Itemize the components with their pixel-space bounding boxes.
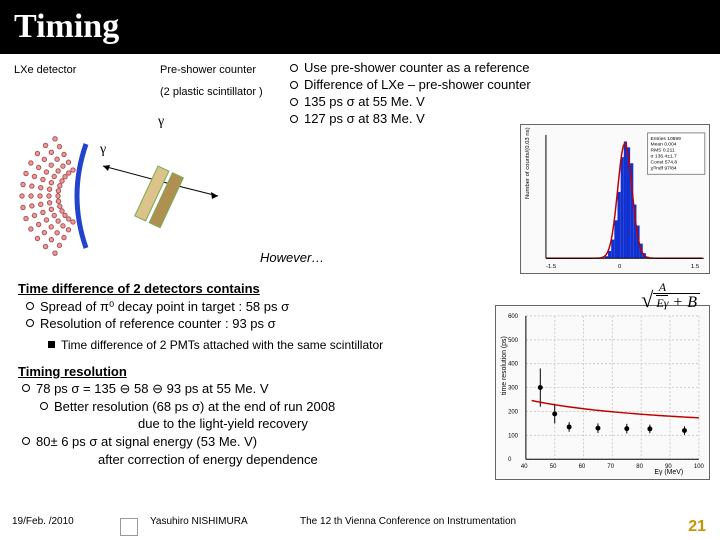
- curve-xlabel: Eγ (MeV): [654, 469, 683, 476]
- upper-region: LXe detector Pre-shower counter (2 plast…: [0, 54, 720, 264]
- svg-text:500: 500: [508, 338, 519, 344]
- svg-text:Const 574.8: Const 574.8: [651, 159, 678, 165]
- bullet-text: Use pre-shower counter as a reference: [304, 60, 529, 75]
- lxe-label: LXe detector: [14, 64, 76, 76]
- svg-text:400: 400: [508, 362, 519, 368]
- svg-text:600: 600: [508, 314, 519, 320]
- res-l1: 78 ps σ = 135 ⊖ 58 ⊖ 93 ps at 55 Me. V: [36, 380, 269, 398]
- footer-conf: The 12 th Vienna Conference on Instrumen…: [300, 516, 516, 527]
- svg-text:0: 0: [508, 457, 512, 463]
- fit-formula: √AEγ + B: [641, 280, 700, 313]
- page-number: 21: [688, 518, 706, 536]
- bullet-text: 127 ps σ at 83 Me. V: [304, 111, 425, 126]
- svg-text:200: 200: [508, 409, 519, 415]
- lower-region: Time difference of 2 detectors contains …: [18, 280, 488, 468]
- svg-text:0: 0: [618, 264, 622, 270]
- mid-b2: Resolution of reference counter : 93 ps …: [40, 315, 276, 333]
- however-text: However…: [260, 250, 324, 265]
- svg-text:100: 100: [508, 433, 519, 439]
- svg-text:300: 300: [508, 386, 519, 392]
- svg-text:80: 80: [636, 464, 643, 470]
- gamma-symbol: γ: [158, 114, 164, 130]
- res-sub1: Better resolution (68 ps σ) at the end o…: [54, 398, 335, 416]
- svg-text:χ²/ndf 97/84: χ²/ndf 97/84: [651, 165, 677, 171]
- detector-diagram: [8, 136, 238, 266]
- mid-b1: Spread of π⁰ decay point in target : 58 …: [40, 298, 289, 316]
- svg-text:σ 136.4±1.7: σ 136.4±1.7: [651, 154, 678, 160]
- svg-text:RMS 0.211: RMS 0.211: [651, 148, 676, 154]
- res-sub2: due to the light-yield recovery: [138, 415, 488, 433]
- slide-title: Timing: [0, 0, 720, 54]
- svg-text:Entries 10599: Entries 10599: [651, 136, 682, 142]
- svg-text:40: 40: [521, 464, 528, 470]
- svg-text:60: 60: [579, 464, 586, 470]
- preshower-label: Pre-shower counter: [160, 64, 256, 76]
- histogram-chart: Number of counts/(0.03 ns) Entries 10599…: [520, 124, 710, 274]
- footer-author: Yasuhiro NISHIMURA: [150, 516, 248, 527]
- res-l2b: after correction of energy dependence: [98, 451, 488, 469]
- svg-text:-1.5: -1.5: [546, 264, 557, 270]
- mid-note: Time difference of 2 PMTs attached with …: [61, 337, 383, 353]
- svg-text:50: 50: [550, 464, 557, 470]
- svg-text:70: 70: [607, 464, 614, 470]
- footer-date: 19/Feb. /2010: [12, 516, 74, 527]
- hist-ylabel: Number of counts/(0.03 ns): [525, 127, 531, 199]
- footer-logo-icon: [120, 518, 138, 536]
- bullet-text: Difference of LXe – pre-shower counter: [304, 77, 531, 92]
- bullet-text: 135 ps σ at 55 Me. V: [304, 94, 425, 109]
- svg-text:1.5: 1.5: [691, 264, 700, 270]
- detector-face: [77, 144, 86, 248]
- resolution-curve-chart: 4050607080901000100200300400500600 time …: [495, 305, 710, 480]
- svg-text:Mean 0.004: Mean 0.004: [651, 142, 677, 148]
- timing-res-head: Timing resolution: [18, 363, 488, 381]
- scintillator-label: (2 plastic scintillator ): [160, 86, 263, 98]
- svg-text:100: 100: [694, 464, 705, 470]
- footer: 19/Feb. /2010 Yasuhiro NISHIMURA The 12 …: [0, 516, 720, 534]
- curve-ylabel: time resolution (ps): [501, 336, 508, 395]
- top-bullets: Use pre-shower counter as a reference Di…: [290, 60, 531, 128]
- res-l2: 80± 6 ps σ at signal energy (53 Me. V): [36, 433, 257, 451]
- timediff-head: Time difference of 2 detectors contains: [18, 280, 488, 298]
